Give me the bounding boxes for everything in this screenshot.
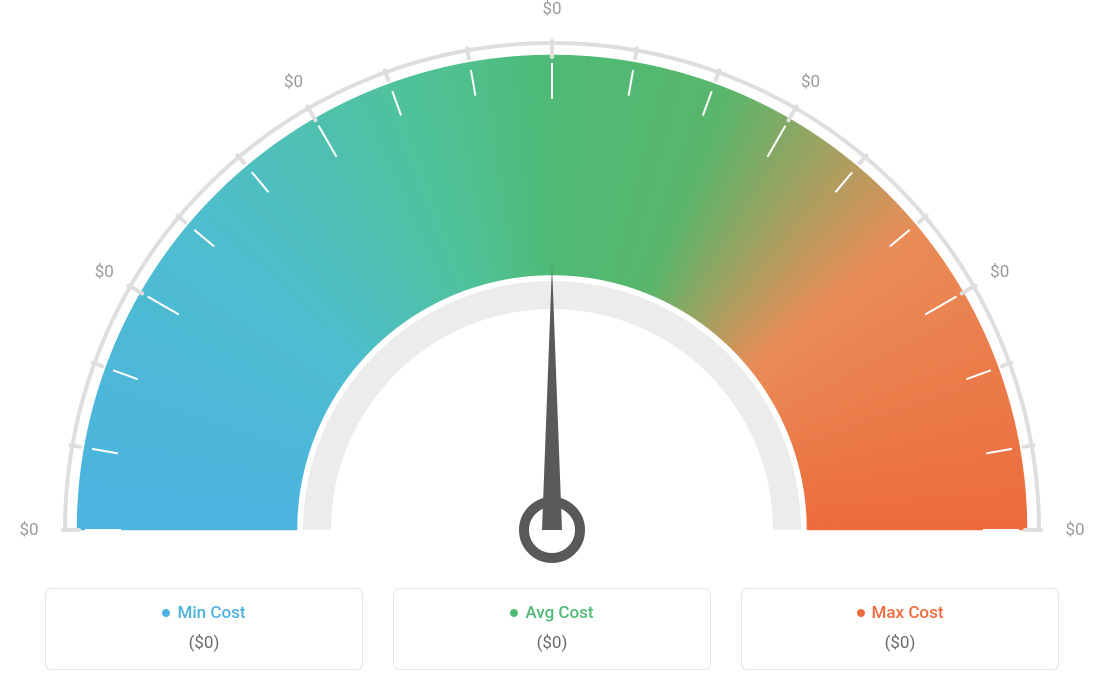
legend-card-avg: Avg Cost ($0) xyxy=(393,588,711,670)
gauge-tick-label: $0 xyxy=(542,0,561,19)
legend-dot-avg xyxy=(510,609,518,617)
gauge-chart: $0 $0 $0 $0 $0 $0 $0 xyxy=(0,0,1104,560)
legend-label-avg: Avg Cost xyxy=(525,603,593,623)
legend-label-min: Min Cost xyxy=(177,603,245,623)
gauge-tick-label: $0 xyxy=(990,262,1009,282)
gauge-tick-label: $0 xyxy=(284,72,303,92)
legend-title-avg: Avg Cost xyxy=(394,603,710,623)
gauge-tick-label: $0 xyxy=(801,72,820,92)
legend-title-max: Max Cost xyxy=(742,603,1058,623)
gauge-tick-label: $0 xyxy=(1065,520,1084,540)
legend-title-min: Min Cost xyxy=(46,603,362,623)
gauge-tick-label: $0 xyxy=(19,520,38,540)
legend-dot-max xyxy=(857,609,865,617)
legend-card-max: Max Cost ($0) xyxy=(741,588,1059,670)
gauge-svg xyxy=(0,0,1104,580)
legend-label-max: Max Cost xyxy=(872,603,944,623)
legend-value-min: ($0) xyxy=(46,633,362,653)
legend-dot-min xyxy=(162,609,170,617)
legend-value-avg: ($0) xyxy=(394,633,710,653)
legend-card-min: Min Cost ($0) xyxy=(45,588,363,670)
gauge-tick-label: $0 xyxy=(95,262,114,282)
legend-row: Min Cost ($0) Avg Cost ($0) Max Cost ($0… xyxy=(45,588,1059,670)
legend-value-max: ($0) xyxy=(742,633,1058,653)
